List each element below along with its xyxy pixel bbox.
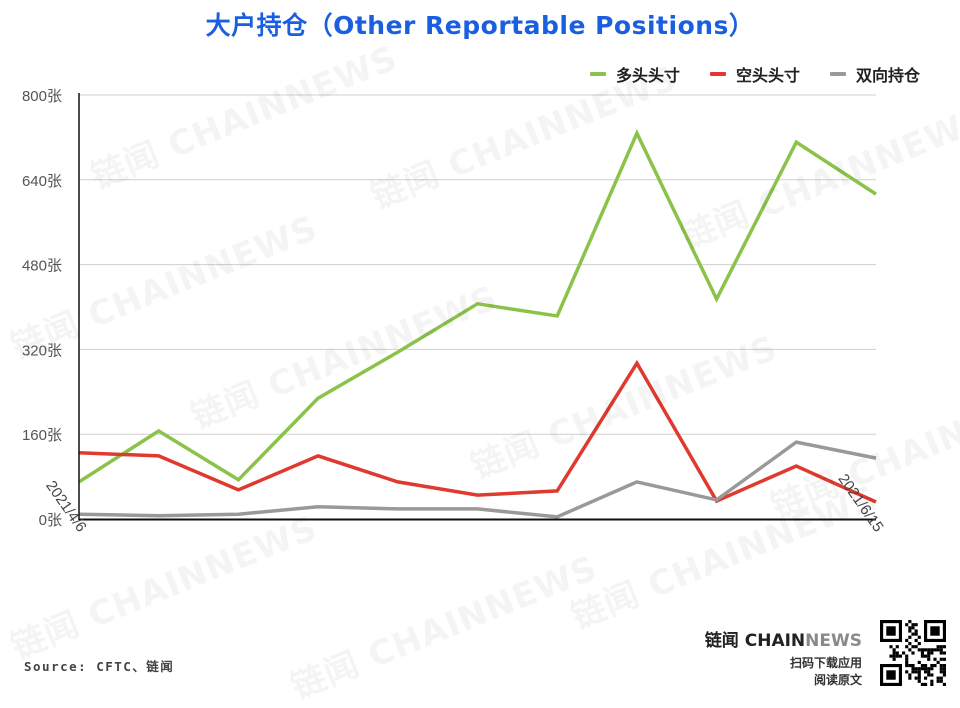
qr-code-icon[interactable]	[880, 620, 946, 686]
legend-item-short: 空头头寸	[709, 62, 800, 86]
brand-read-text: 阅读原文	[813, 673, 862, 687]
brand-block: 链闻 CHAINNEWS 扫码下载应用 阅读原文	[705, 626, 862, 689]
chart-legend: 多头头寸 空头头寸 双向持仓	[589, 62, 920, 86]
data-lines	[78, 128, 877, 519]
y-axis-labels: 0张 160张 320张 480张 640张 800张	[22, 88, 62, 529]
axes	[78, 93, 876, 521]
y-tick-label: 800张	[22, 88, 62, 105]
brand-download-text: 扫码下载应用	[789, 656, 862, 670]
y-tick-label: 480张	[22, 258, 62, 275]
series-line	[78, 440, 877, 519]
series-line	[78, 128, 877, 484]
legend-swatch-long-icon	[589, 72, 606, 76]
y-tick-label: 0张	[39, 512, 62, 529]
x-tick-label: 2021/6/15	[834, 471, 886, 535]
y-tick-label: 640张	[22, 173, 62, 190]
brand-name-en-a: CHAIN	[744, 631, 806, 651]
legend-label-spread: 双向持仓	[855, 66, 920, 85]
legend-item-long: 多头头寸	[589, 62, 680, 86]
series-line	[78, 359, 877, 504]
legend-item-spread: 双向持仓	[829, 62, 920, 86]
legend-label-short: 空头头寸	[735, 66, 800, 85]
y-tick-label: 160张	[22, 427, 62, 444]
legend-swatch-short-icon	[709, 72, 726, 76]
y-tick-label: 320张	[22, 342, 62, 359]
brand-name-en-b: NEWS	[805, 631, 862, 651]
chart-title: 大户持仓（Other Reportable Positions）	[205, 11, 755, 40]
brand-name-cn: 链闻	[704, 631, 739, 651]
legend-swatch-spread-icon	[829, 72, 846, 76]
grid-lines	[79, 94, 876, 435]
legend-label-long: 多头头寸	[615, 66, 680, 85]
brand-logo[interactable]: 链闻 CHAINNEWS	[705, 626, 862, 651]
source-note: Source: CFTC、链闻	[24, 659, 175, 674]
